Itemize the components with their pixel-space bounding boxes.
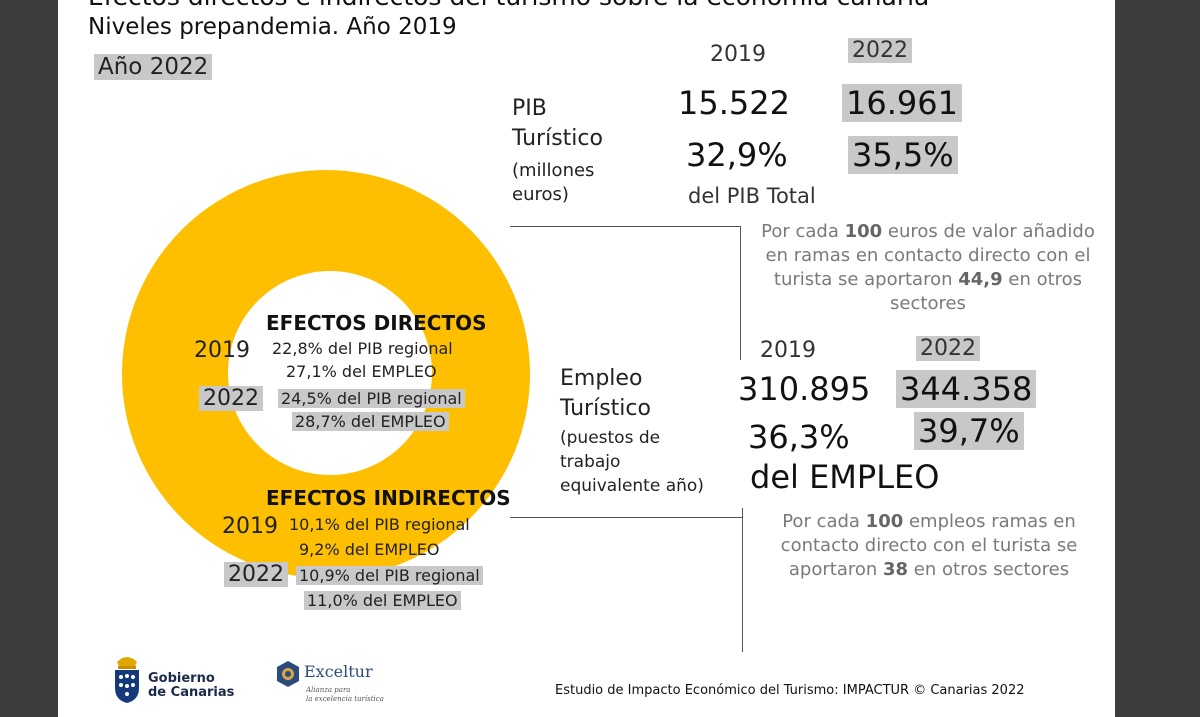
empleo-unit-1: (puestos de: [560, 428, 661, 448]
empleo-value-2022: 344.358: [896, 370, 1037, 408]
pib-connector-vertical: [740, 226, 741, 360]
canarias-crest-logo: [110, 652, 144, 704]
slide-subtitle: Niveles prepandemia. Año 2019: [88, 14, 457, 40]
exceltur-emblem-logo: [276, 660, 300, 688]
indirectos-pib-2022: 10,9% del PIB regional: [296, 566, 483, 585]
exceltur-logo-text: Exceltur: [304, 662, 373, 681]
pib-unit-1: (millones: [512, 160, 595, 181]
footer-source: Estudio de Impacto Económico del Turismo…: [555, 683, 1025, 698]
pib-year-2019: 2019: [710, 42, 766, 67]
pib-pct-2019: 32,9%: [686, 136, 788, 174]
empleo-note: Por cada 100 empleos ramas en contacto d…: [780, 511, 1078, 580]
empleo-label-2: Turístico: [560, 396, 651, 421]
directos-year-2019: 2019: [194, 338, 250, 363]
pib-value-2022: 16.961: [842, 84, 962, 122]
directos-year-2022: 2022: [199, 386, 263, 411]
indirectos-pib-2019: 10,1% del PIB regional: [289, 515, 470, 534]
empleo-pct-label: del EMPLEO: [750, 458, 940, 496]
pib-note: Por cada 100 euros de valor añadido en r…: [761, 221, 1095, 314]
donut-hole: [228, 271, 432, 475]
empleo-pct-2022: 39,7%: [914, 412, 1024, 450]
empleo-unit-3: equivalente año): [560, 476, 704, 496]
directos-empleo-2022: 28,7% del EMPLEO: [292, 412, 449, 431]
empleo-connector-vertical: [742, 508, 743, 652]
year-badge: Año 2022: [94, 54, 213, 80]
exceltur-tagline-2: la excelencia turística: [306, 695, 384, 703]
pib-year-2022: 2022: [848, 38, 912, 63]
empleo-connector-line: [510, 517, 742, 518]
window-frame-left: [0, 0, 58, 717]
slide-title: Efectos directos e indirectos del turism…: [88, 0, 929, 11]
pib-connector-line: [510, 226, 740, 227]
empleo-label-1: Empleo: [560, 366, 643, 391]
gobierno-logo-text-2: de Canarias: [148, 685, 235, 700]
pib-pct-label: del PIB Total: [688, 184, 816, 208]
pib-label-1: PIB: [512, 96, 547, 121]
directos-heading: EFECTOS DIRECTOS: [266, 311, 487, 335]
indirectos-empleo-2022: 11,0% del EMPLEO: [304, 591, 461, 610]
empleo-value-2019: 310.895: [738, 370, 871, 408]
exceltur-tagline-1: Alianza para: [306, 686, 351, 694]
directos-pib-2022: 24,5% del PIB regional: [278, 389, 465, 408]
pib-label-2: Turístico: [512, 126, 603, 151]
pib-value-2019: 15.522: [678, 84, 790, 122]
directos-empleo-2019: 27,1% del EMPLEO: [286, 362, 437, 381]
indirectos-heading: EFECTOS INDIRECTOS: [266, 486, 511, 510]
empleo-pct-2019: 36,3%: [748, 418, 850, 456]
pib-unit-2: euros): [512, 184, 569, 205]
indirectos-year-2019: 2019: [222, 514, 278, 539]
empleo-year-2022: 2022: [916, 336, 980, 361]
directos-pib-2019: 22,8% del PIB regional: [272, 339, 453, 358]
empleo-unit-2: trabajo: [560, 452, 621, 472]
indirectos-empleo-2019: 9,2% del EMPLEO: [299, 540, 440, 559]
gobierno-logo-text-1: Gobierno: [148, 671, 215, 686]
pib-pct-2022: 35,5%: [848, 136, 958, 174]
slide: Efectos directos e indirectos del turism…: [58, 0, 1115, 717]
empleo-year-2019: 2019: [760, 338, 816, 363]
indirectos-year-2022: 2022: [224, 562, 288, 587]
window-frame-right: [1115, 0, 1200, 717]
